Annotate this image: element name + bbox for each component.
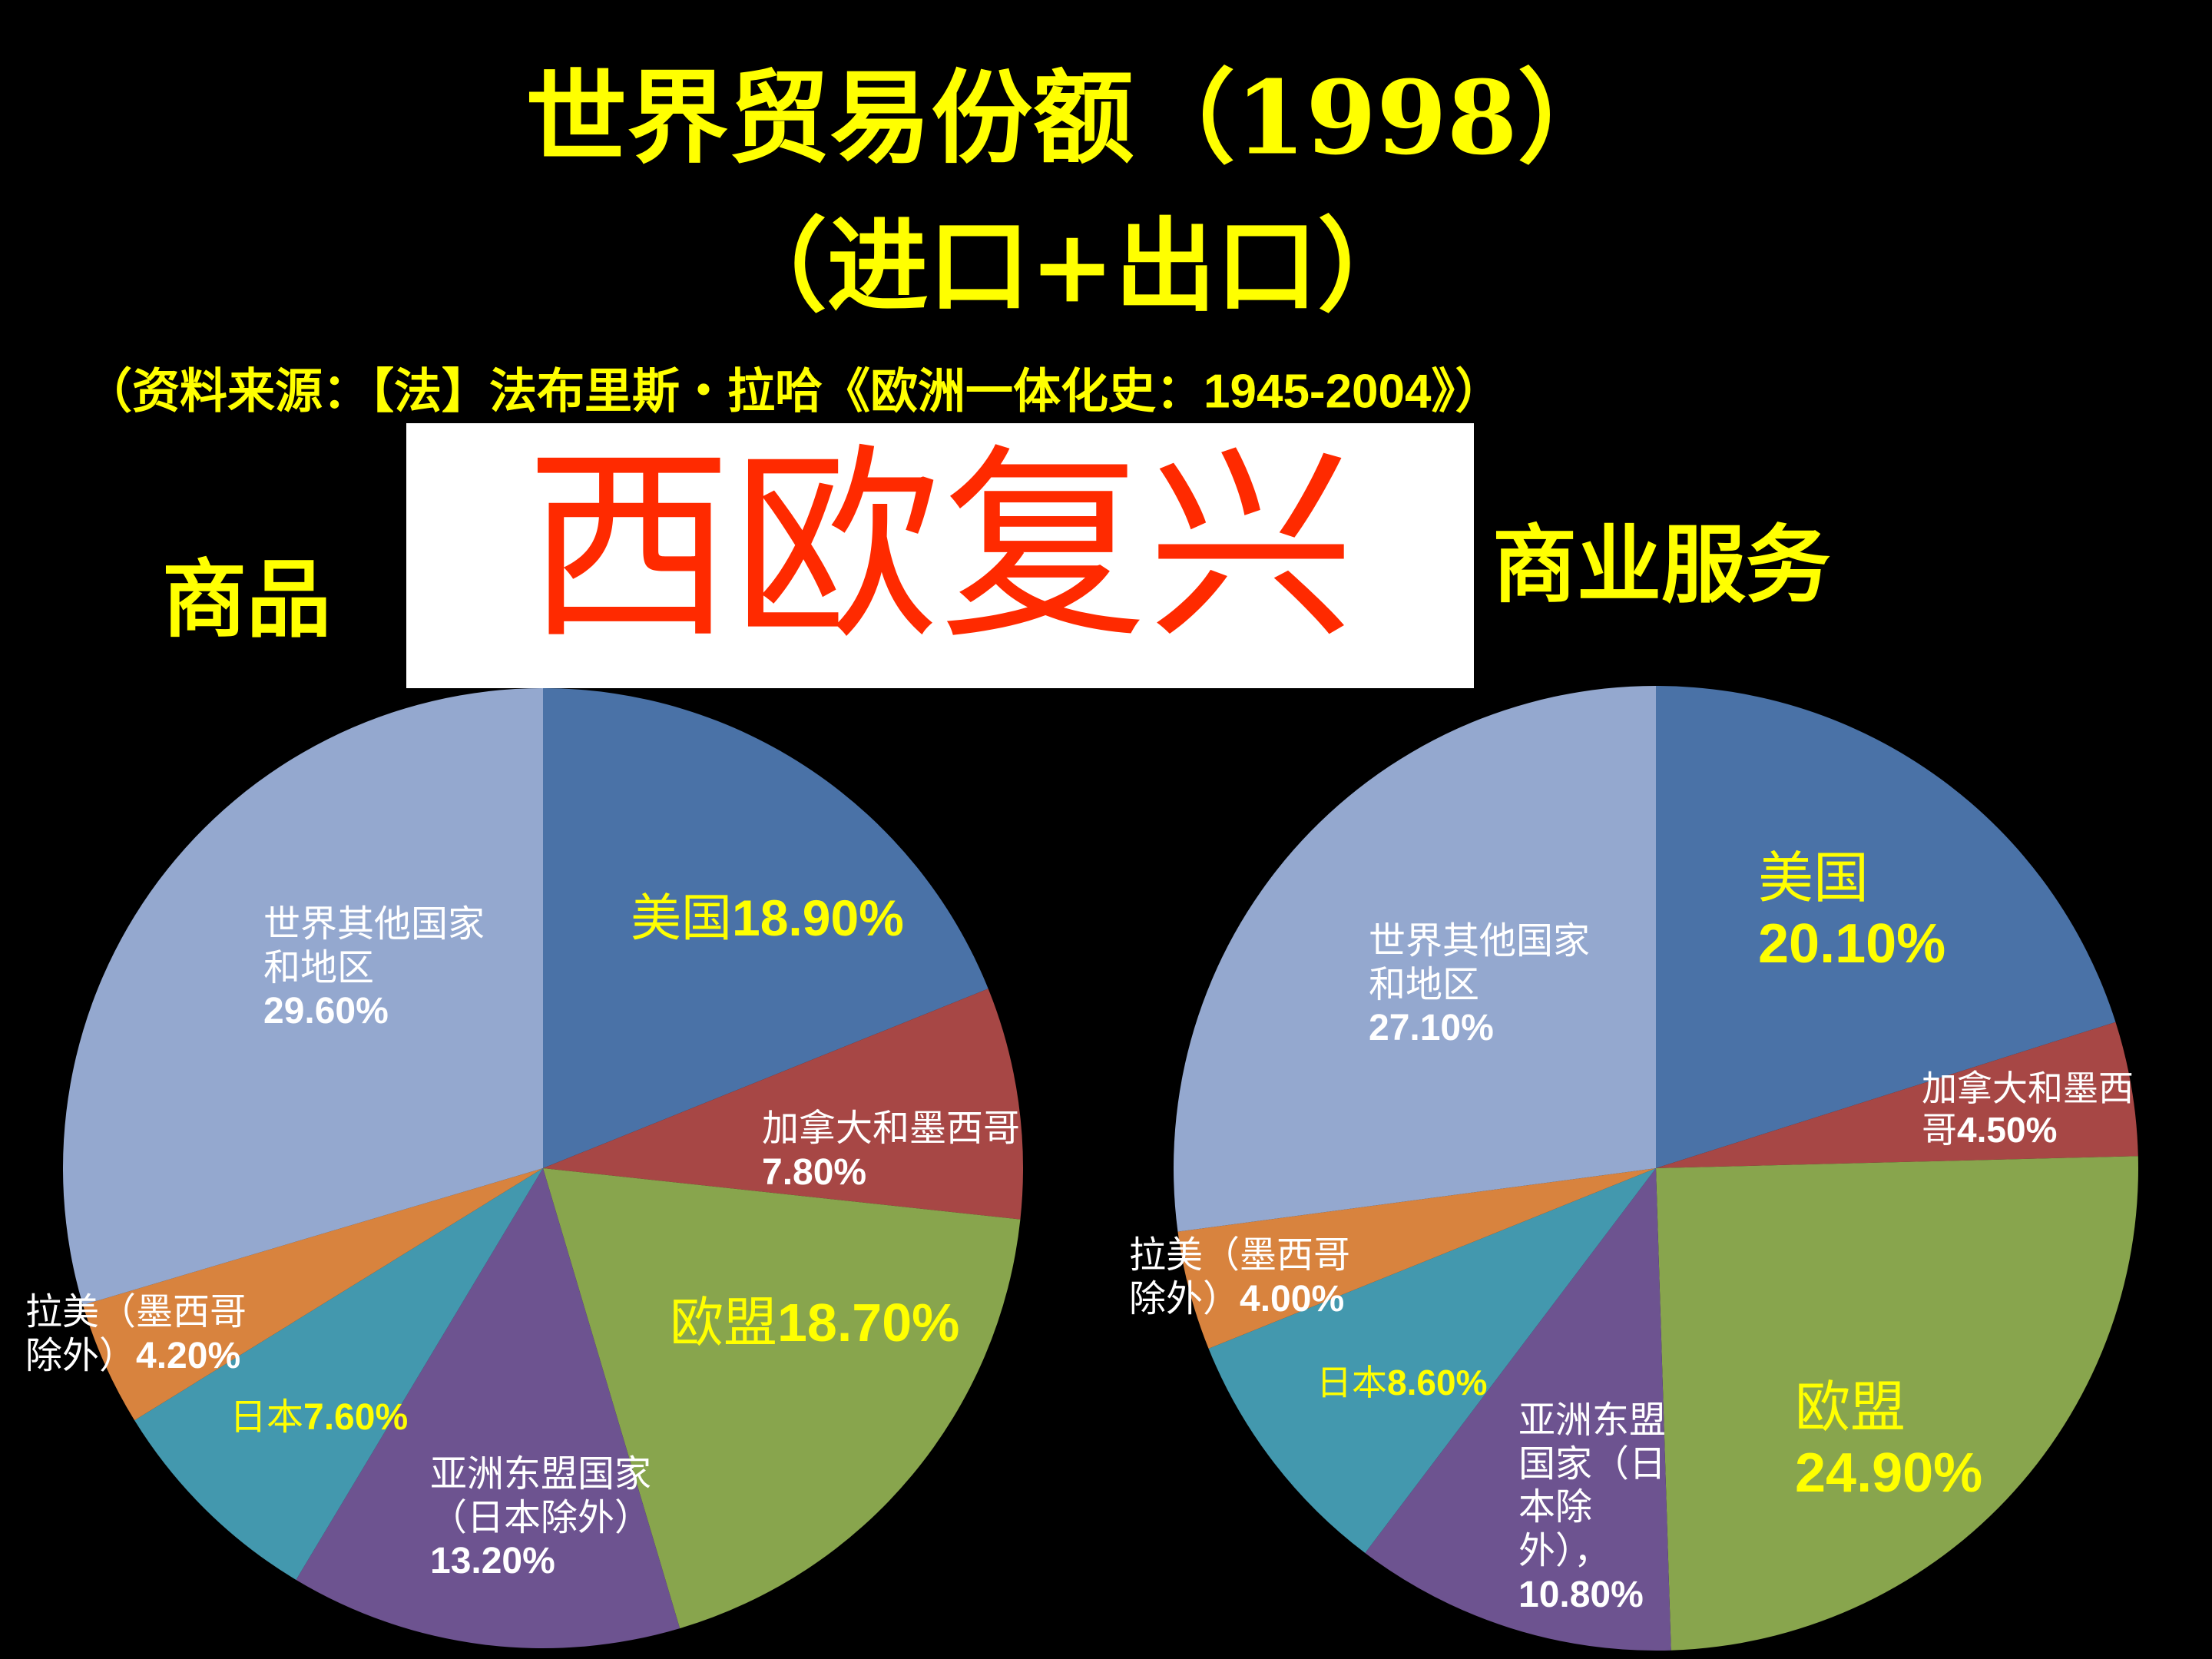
pie-slice bbox=[1656, 1022, 2138, 1168]
category-label: 欧盟 bbox=[670, 1293, 777, 1353]
slice-label: 加拿大和墨西哥7.80% bbox=[762, 1108, 1069, 1194]
value-label: 24.90% bbox=[1795, 1442, 1983, 1504]
category-label: 世界其他国家和地区 bbox=[1369, 921, 1591, 1005]
subtitle: （进口+出口） bbox=[726, 207, 1419, 326]
category-label: 拉美（墨西哥除外） bbox=[1129, 1235, 1351, 1320]
pie-slice bbox=[1174, 686, 1656, 1232]
category-label: 亚洲东盟国家（日本除外）， bbox=[1518, 1400, 1667, 1571]
pie-slice bbox=[543, 988, 1023, 1220]
category-label: 日本 bbox=[1316, 1363, 1387, 1402]
value-label: 13.20% bbox=[430, 1541, 555, 1582]
slice-label: 世界其他国家和地区 29.60% bbox=[263, 903, 502, 1034]
chart-title: 商品 bbox=[162, 550, 331, 649]
value-label: 18.70% bbox=[777, 1293, 960, 1353]
slice-label: 日本7.60% bbox=[230, 1396, 537, 1440]
category-label: 美国 bbox=[631, 889, 732, 946]
pie-slice bbox=[543, 688, 988, 1168]
value-label: 4.00% bbox=[1240, 1278, 1345, 1320]
category-label: 美国 bbox=[1758, 848, 1869, 909]
pie-slice bbox=[296, 1168, 680, 1648]
banner: 西欧复兴 bbox=[525, 426, 1355, 667]
category-label: 加拿大和墨西哥 bbox=[1922, 1068, 2134, 1151]
value-label: 20.10% bbox=[1758, 912, 1946, 975]
pie-slice bbox=[62, 688, 543, 1306]
value-label: 29.60% bbox=[263, 991, 389, 1032]
banner-box bbox=[406, 423, 1474, 688]
slice-label: 亚洲东盟国家（日本除外）， 10.80% bbox=[1518, 1399, 1672, 1617]
value-label: 7.80% bbox=[762, 1151, 867, 1193]
title: 世界贸易份额（1998） bbox=[525, 59, 1618, 178]
pie-slice bbox=[82, 1168, 543, 1421]
slice-label: 拉美（墨西哥除外）4.20% bbox=[25, 1291, 256, 1378]
slice-label: 亚洲东盟国家（日本除外） 13.20% bbox=[430, 1453, 676, 1584]
category-label: 日本 bbox=[230, 1397, 304, 1438]
chart-title: 商业服务 bbox=[1492, 515, 1830, 614]
slice-label: 世界其他国家和地区 27.10% bbox=[1369, 920, 1607, 1051]
category-label: 加拿大和墨西哥 bbox=[762, 1108, 1021, 1149]
pie-slice bbox=[134, 1168, 544, 1580]
value-label: 10.80% bbox=[1518, 1574, 1644, 1615]
category-label: 亚洲东盟国家（日本除外） bbox=[430, 1454, 652, 1538]
slice-label: 美国18.90% bbox=[631, 889, 1091, 949]
slice-label: 欧盟18.70% bbox=[670, 1291, 1131, 1355]
pie-slice bbox=[1365, 1168, 1671, 1651]
pie-slice bbox=[1208, 1168, 1656, 1554]
pie-slice bbox=[543, 1168, 1021, 1629]
value-label: 27.10% bbox=[1369, 1008, 1494, 1049]
value-label: 18.90% bbox=[732, 889, 904, 946]
category-label: 欧盟 bbox=[1795, 1377, 1906, 1439]
category-label: 拉美（墨西哥除外） bbox=[25, 1292, 247, 1376]
value-label: 7.60% bbox=[303, 1397, 409, 1438]
category-label: 世界其他国家和地区 bbox=[263, 904, 485, 988]
slice-label: 拉美（墨西哥除外）4.00% bbox=[1129, 1234, 1352, 1321]
value-label: 8.60% bbox=[1387, 1363, 1488, 1402]
slice-label: 欧盟 24.90% bbox=[1795, 1376, 2102, 1506]
slice-label: 日本8.60% bbox=[1316, 1362, 1624, 1403]
slice-label: 美国 20.10% bbox=[1758, 846, 2065, 977]
value-label: 4.20% bbox=[136, 1335, 241, 1376]
source: （资料来源：【法】法布里斯・拉哈《欧洲一体化史：1945-2004》） bbox=[84, 364, 1503, 418]
pie-slice bbox=[1656, 686, 2116, 1168]
slice-label: 加拿大和墨西哥4.50% bbox=[1922, 1068, 2144, 1151]
pie-slice bbox=[1177, 1168, 1656, 1349]
value-label: 4.50% bbox=[1957, 1110, 2058, 1151]
pie-slice bbox=[1656, 1156, 2139, 1651]
